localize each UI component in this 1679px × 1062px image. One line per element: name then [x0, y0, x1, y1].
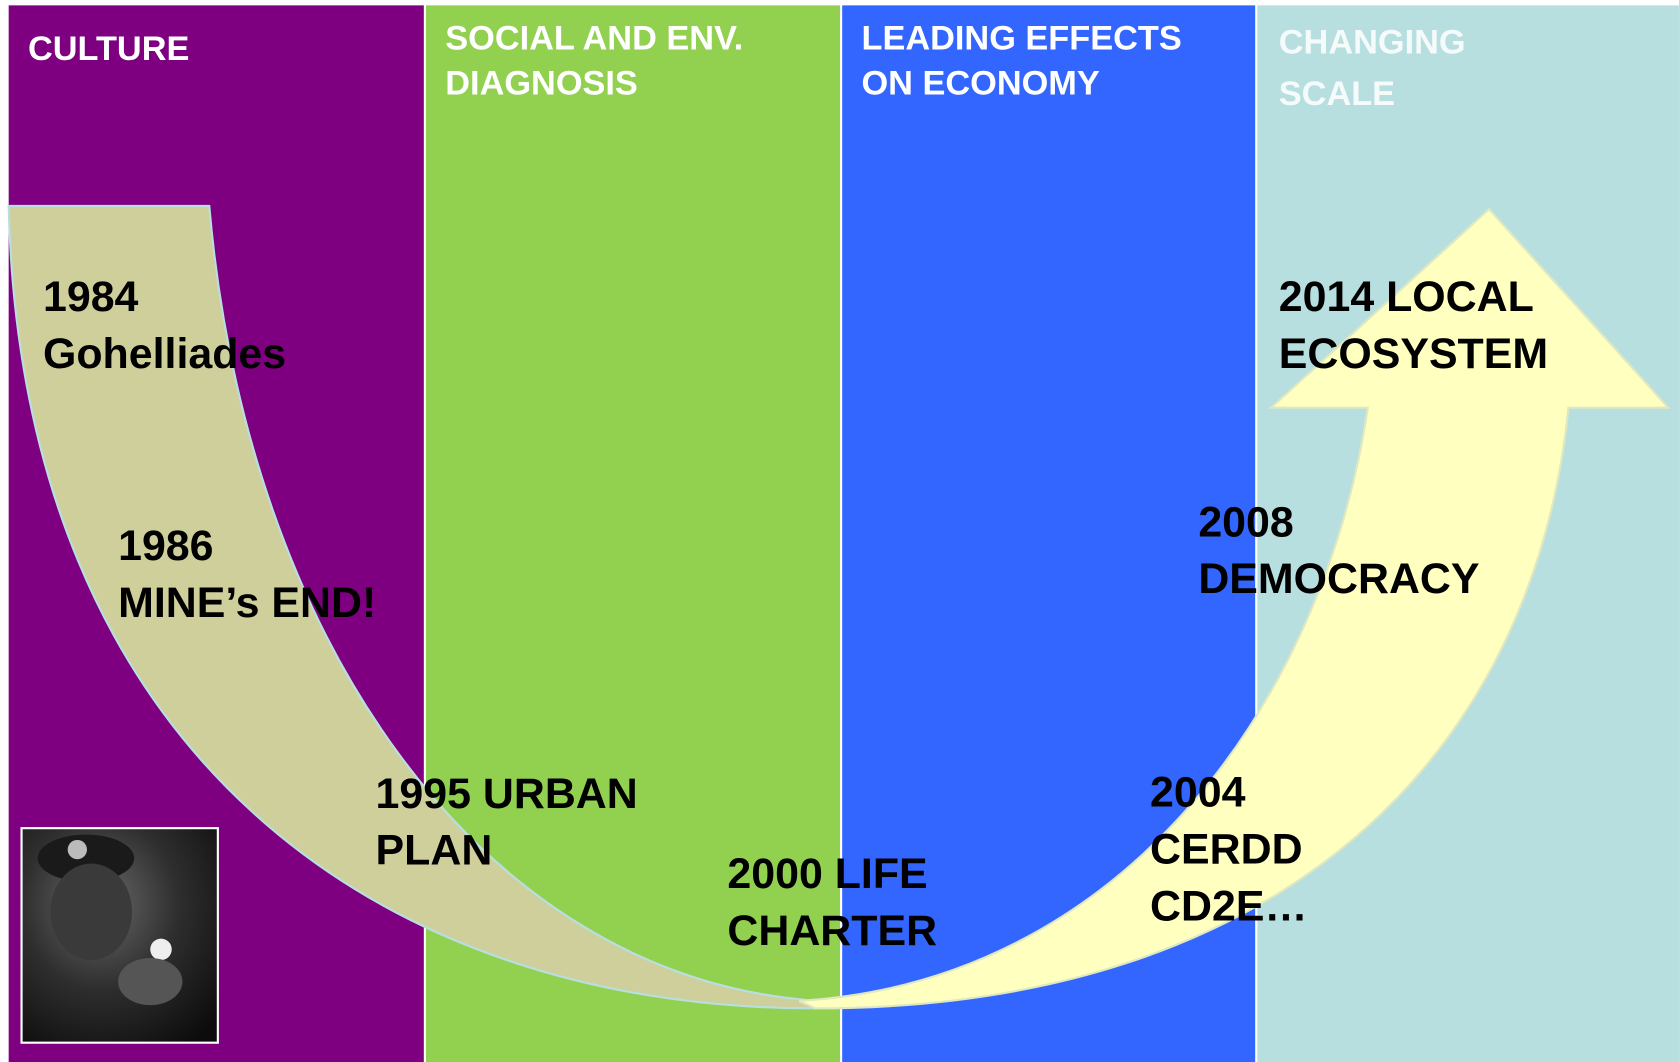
column-title: SCALE — [1279, 75, 1395, 113]
column-title: CULTURE — [28, 30, 189, 68]
slide: CULTURE SOCIAL AND ENV. DIAGNOSIS LEADING E… — [0, 0, 1679, 1062]
milestone-label: Gohelliades — [43, 330, 286, 378]
milestone-label: 2008 — [1198, 498, 1293, 546]
milestone-label: 1995 URBAN — [376, 770, 638, 818]
milestone-label: 1984 — [43, 273, 139, 321]
miner-photo — [22, 828, 218, 1043]
milestone-label: CD2E… — [1150, 882, 1307, 930]
milestone-label: DEMOCRACY — [1198, 555, 1479, 603]
milestone-label: 2000 LIFE — [727, 850, 927, 898]
column-title: DIAGNOSIS — [445, 64, 638, 102]
milestone-label: ECOSYSTEM — [1279, 330, 1548, 378]
milestone-label: 2014 LOCAL — [1279, 273, 1534, 321]
milestone-label: PLAN — [376, 827, 493, 875]
column-title: LEADING EFFECTS — [861, 19, 1181, 57]
milestone-label: 1986 — [118, 522, 213, 570]
column-title: ON ECONOMY — [861, 64, 1099, 102]
milestone-label: CERDD — [1150, 826, 1303, 874]
column-title: CHANGING — [1279, 24, 1466, 62]
milestone-label: 2004 — [1150, 769, 1246, 817]
milestone-label: MINE’s END! — [118, 579, 376, 627]
column-title: SOCIAL AND ENV. — [445, 19, 743, 57]
milestone-label: CHARTER — [727, 907, 937, 955]
